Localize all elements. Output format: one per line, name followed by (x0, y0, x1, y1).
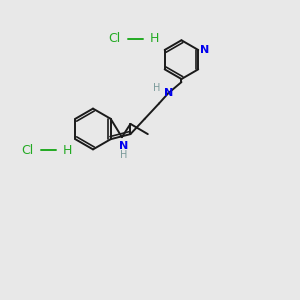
Text: Cl: Cl (21, 143, 33, 157)
Text: N: N (164, 88, 173, 98)
Text: H: H (150, 32, 159, 46)
Text: Cl: Cl (108, 32, 120, 46)
Text: N: N (119, 141, 128, 151)
Text: N: N (200, 45, 209, 55)
Text: H: H (120, 150, 127, 160)
Text: H: H (63, 143, 72, 157)
Text: H: H (153, 83, 160, 93)
